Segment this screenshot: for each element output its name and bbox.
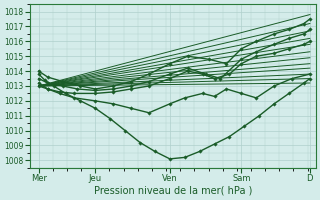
X-axis label: Pression niveau de la mer( hPa ): Pression niveau de la mer( hPa ) <box>94 186 252 196</box>
